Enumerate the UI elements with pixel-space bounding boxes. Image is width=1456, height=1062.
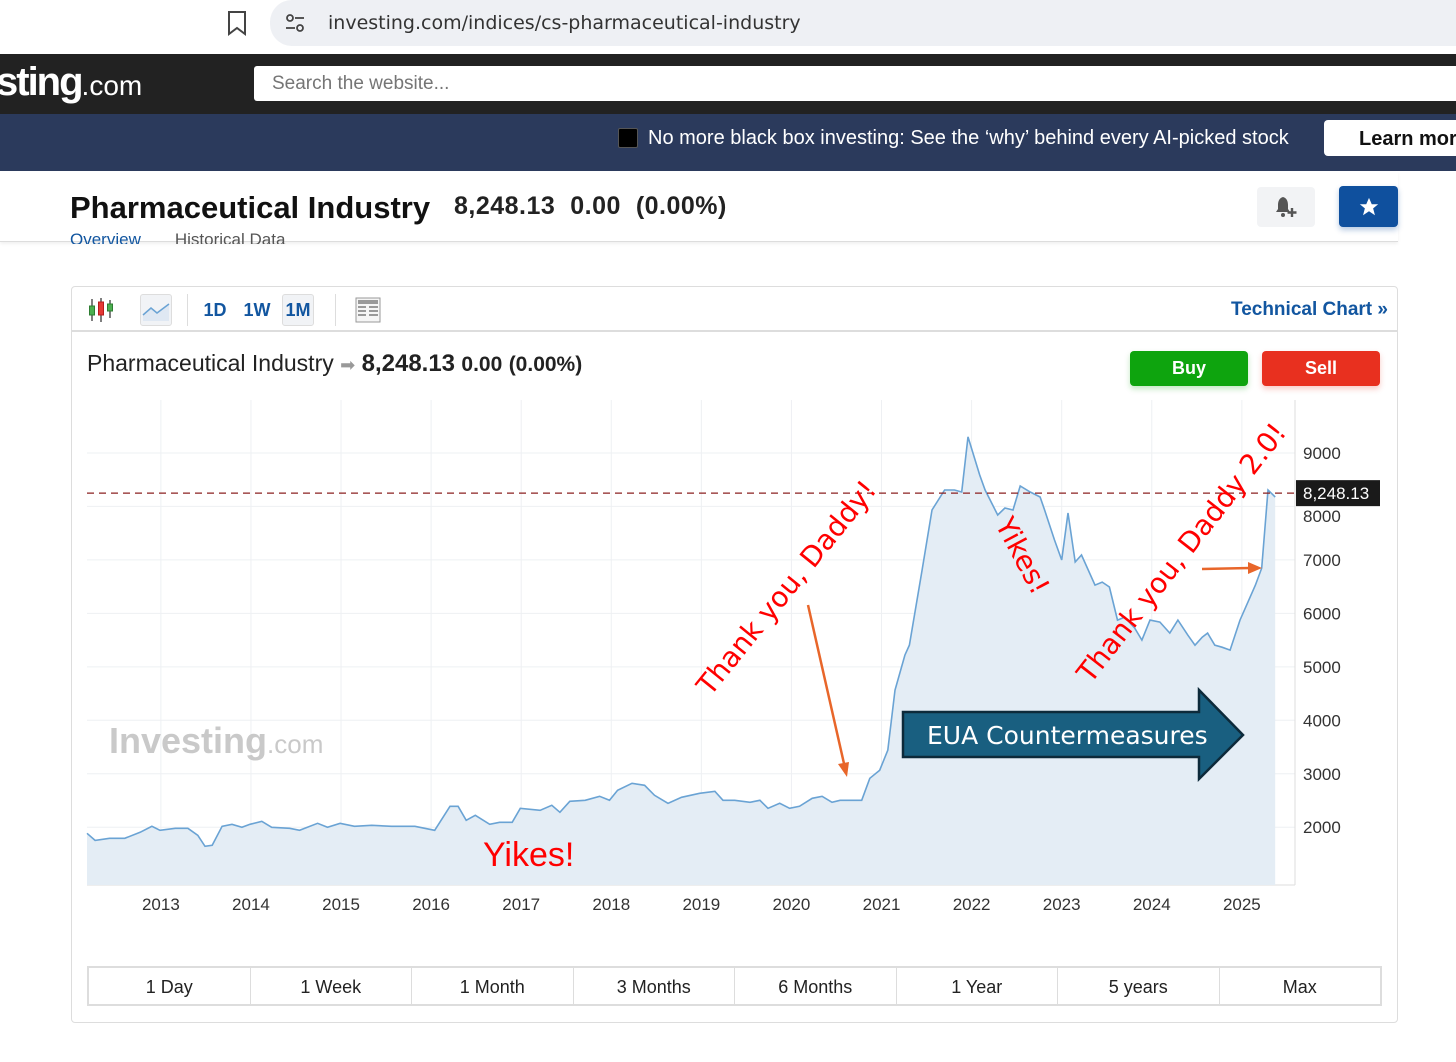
logo-suffix: .com [81, 70, 143, 101]
technical-chart-label: Technical Chart [1231, 299, 1373, 320]
eua-label: EUA Countermeasures [927, 721, 1208, 750]
investing-watermark: Investing.com [109, 720, 323, 761]
annotation-yikes-2017: Yikes! [483, 836, 575, 874]
price-chart[interactable]: Investing.com 2000 3000 4000 5000 6000 7000 80… [80, 395, 1390, 925]
interval-1d[interactable]: 1D [203, 299, 227, 320]
promo-icon [618, 128, 638, 148]
candlestick-icon [89, 298, 113, 322]
range-6-months[interactable]: 6 Months [735, 968, 897, 1004]
news-layout-button[interactable] [354, 294, 382, 326]
x-tick-label: 2015 [322, 895, 360, 914]
url-text: investing.com/indices/cs-pharmaceutical-… [328, 12, 801, 34]
layout-icon [355, 297, 381, 323]
x-tick-label: 2020 [773, 895, 811, 914]
y-tick-label: 9000 [1303, 444, 1341, 463]
technical-chart-link[interactable]: Technical Chart » [1231, 299, 1388, 321]
promo-banner [0, 114, 1456, 171]
area-chart-button[interactable] [140, 294, 172, 326]
area-chart-icon [142, 303, 170, 321]
search-input[interactable] [254, 66, 1456, 101]
range-5-years[interactable]: 5 years [1058, 968, 1220, 1004]
logo-text: sting [0, 60, 84, 104]
star-icon [1359, 197, 1378, 215]
arrowhead [1248, 562, 1262, 574]
y-tick-label: 5000 [1303, 658, 1341, 677]
current-price-label: 8,248.13 [1303, 484, 1369, 503]
x-tick-label: 2023 [1043, 895, 1081, 914]
x-tick-label: 2024 [1133, 895, 1171, 914]
eua-arrow-shape [901, 686, 1245, 783]
arrow-annotation-2 [1201, 566, 1251, 571]
bookmark-icon[interactable] [226, 10, 248, 36]
price-area [87, 436, 1276, 885]
x-tick-label: 2016 [412, 895, 450, 914]
candlestick-chart-button[interactable] [84, 294, 118, 326]
range-3-months[interactable]: 3 Months [574, 968, 735, 1004]
learn-more-button[interactable]: Learn more [1324, 120, 1456, 156]
chart-toolbar [72, 287, 1397, 332]
time-range-selector: 1 Day 1 Week 1 Month 3 Months 6 Months 1 Year… [87, 966, 1382, 1006]
x-tick-label: 2018 [592, 895, 630, 914]
buy-button[interactable]: Buy [1130, 351, 1248, 386]
x-tick-label: 2017 [502, 895, 540, 914]
y-tick-label: 6000 [1303, 604, 1341, 623]
range-1-week[interactable]: 1 Week [251, 968, 412, 1004]
tab-historical-data[interactable]: Historical Data [174, 230, 286, 244]
address-bar[interactable]: investing.com/indices/cs-pharmaceutical-… [270, 0, 1456, 46]
instrument-tabs: Overview Historical Data [70, 230, 319, 244]
toolbar-divider [335, 294, 336, 326]
range-1-day[interactable]: 1 Day [89, 968, 251, 1004]
site-logo[interactable]: sting.com [0, 60, 142, 105]
x-tick-label: 2019 [682, 895, 720, 914]
x-tick-label: 2021 [863, 895, 901, 914]
header-change-pct: (0.00%) [635, 192, 727, 220]
page-title: Pharmaceutical Industry [70, 190, 431, 225]
chart-change-pct: (0.00%) [508, 353, 583, 376]
y-tick-label: 7000 [1303, 551, 1341, 570]
promo-text[interactable]: No more black box investing: See the ‘wh… [648, 127, 1289, 149]
arrow-annotation-1 [806, 604, 847, 769]
arrow-right-icon: ➡ [340, 355, 356, 375]
price-line [86, 436, 1276, 848]
interval-1m[interactable]: 1M [282, 294, 314, 326]
y-tick-label: 2000 [1303, 818, 1341, 837]
x-tick-label: 2025 [1223, 895, 1261, 914]
y-tick-label: 3000 [1303, 765, 1341, 784]
toolbar-divider [187, 294, 188, 326]
range-1-month[interactable]: 1 Month [412, 968, 574, 1004]
x-tick-label: 2013 [142, 895, 180, 914]
add-alert-button[interactable] [1257, 187, 1315, 227]
bell-plus-icon [1276, 197, 1297, 217]
current-price-badge: 8,248.13 [1296, 480, 1380, 507]
site-settings-icon[interactable] [284, 12, 306, 34]
y-tick-label: 8000 [1303, 507, 1341, 526]
interval-1w[interactable]: 1W [243, 299, 271, 320]
chart-instrument-name: Pharmaceutical Industry [87, 350, 334, 376]
arrowhead [838, 762, 849, 777]
x-tick-label: 2014 [232, 895, 270, 914]
y-tick-label: 4000 [1303, 711, 1341, 730]
chart-title: Pharmaceutical Industry ➡ 8,248.13 0.00 … [87, 350, 582, 378]
range-1-year[interactable]: 1 Year [897, 968, 1058, 1004]
chart-panel [71, 286, 1398, 1023]
chart-price: 8,248.13 [361, 350, 456, 377]
sell-button[interactable]: Sell [1262, 351, 1380, 386]
header-price: 8,248.13 [454, 192, 556, 220]
add-to-watchlist-button[interactable] [1339, 186, 1398, 227]
x-tick-label: 2022 [953, 895, 991, 914]
header-mask [0, 172, 1398, 230]
chevron-right-icon: » [1377, 299, 1388, 320]
tab-overview[interactable]: Overview [70, 230, 141, 244]
range-max[interactable]: Max [1282, 977, 1317, 997]
header-change: 0.00 [570, 192, 621, 220]
annotation-arrows [806, 562, 1262, 777]
header-quote: 8,248.13 0.00 (0.00%) [454, 192, 727, 221]
chart-change: 0.00 [461, 353, 503, 376]
